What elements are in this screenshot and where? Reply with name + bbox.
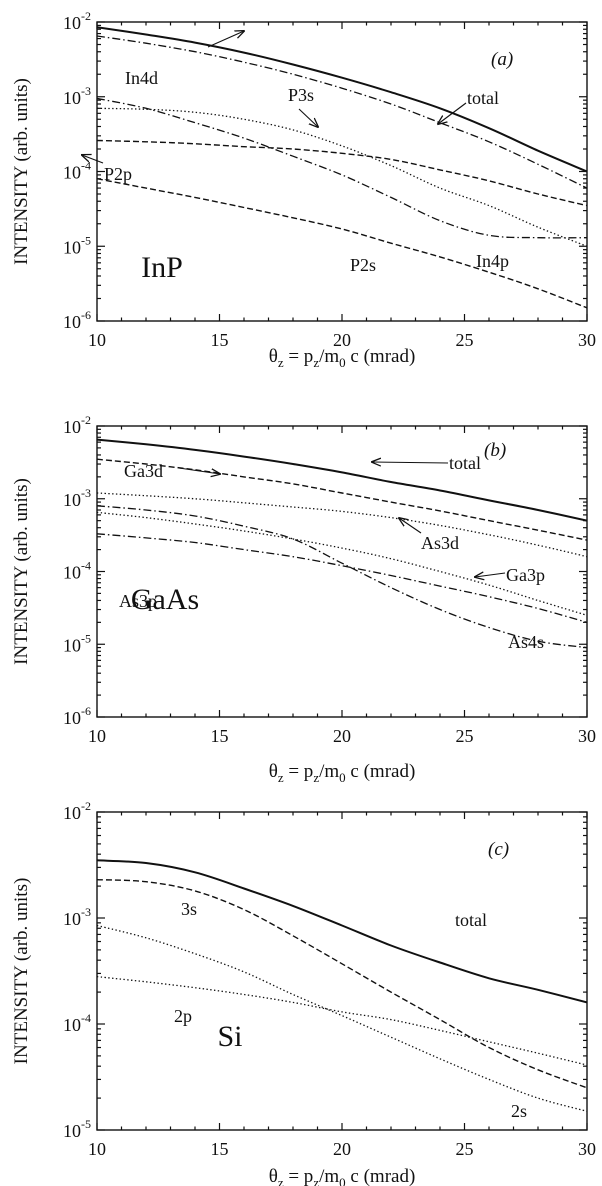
material-label: Si (217, 1020, 242, 1053)
series-line-3s (97, 879, 587, 1089)
chart-panel-3: 10 15 20 25 30 10-5 10-4 10-3 10-2 (c) Si total 3s 2p… (11, 799, 596, 1186)
x-tick-label: 15 (211, 330, 229, 350)
y-axis-label: INTENSITY (arb. units) (11, 78, 32, 265)
series-line-as3p (97, 533, 587, 624)
x-tick-label: 10 (88, 330, 106, 350)
series-group (97, 859, 587, 1112)
y-tick-label: 10-3 (63, 905, 91, 929)
series-label-p3s: P3s (288, 85, 314, 105)
pointer-arrow-as3d (399, 518, 422, 534)
series-line-p3s (97, 107, 587, 247)
series-line-total (97, 438, 587, 522)
series-line-in4d (97, 35, 587, 189)
series-label-as3d: As3d (421, 533, 459, 553)
x-tick-label: 30 (578, 726, 596, 746)
series-label-as3p: As3p (119, 591, 157, 611)
series-line-2s (97, 924, 587, 1112)
series-line-as4s (97, 505, 587, 649)
y-tick-label: 10-4 (63, 559, 91, 583)
x-axis-title: θz = pz/m0 c (mrad) (269, 761, 416, 785)
x-tick-label: 10 (88, 726, 106, 746)
series-line-p2p (97, 139, 587, 207)
series-line-2p (97, 975, 587, 1066)
series-group (97, 26, 587, 309)
material-label: GaAs (131, 583, 199, 616)
x-tick-label: 30 (578, 330, 596, 350)
pointer-arrow-p3s (298, 108, 318, 127)
series-label-in4p: In4p (476, 251, 509, 271)
x-axis-title: θz = pz/m0 c (mrad) (269, 1166, 416, 1186)
y-tick-label: 10-5 (63, 1117, 91, 1141)
pointer-arrow-ga3p (475, 573, 506, 577)
y-tick-label: 10-5 (63, 233, 91, 257)
chart-panel-1: 10 15 20 25 30 10-6 10-5 10-4 10-3 10-2 (a) InP In4d… (11, 9, 596, 370)
series-label-ga3p: Ga3p (506, 565, 545, 585)
x-tick-label: 15 (211, 1139, 229, 1159)
x-tick-label: 30 (578, 1139, 596, 1159)
panel-letter: (b) (484, 440, 506, 461)
pointer-arrow-in4d (207, 31, 244, 48)
series-label-total: total (449, 453, 481, 473)
x-tick-label: 25 (456, 726, 474, 746)
series-label-3s: 3s (181, 899, 197, 919)
material-label: InP (141, 251, 183, 284)
pointer-arrow-ga3d (178, 467, 220, 474)
y-tick-label: 10-4 (63, 1011, 91, 1035)
series-label-2p: 2p (174, 1006, 192, 1026)
series-line-as3d (97, 492, 587, 558)
x-axis-title: θz = pz/m0 c (mrad) (269, 346, 416, 370)
series-label-total: total (467, 88, 499, 108)
pointer-arrow-total (438, 102, 467, 124)
series-line-ga3p (97, 511, 587, 616)
series-label-in4d: In4d (125, 68, 158, 88)
y-tick-label: 10-4 (63, 159, 91, 183)
y-tick-label: 10-5 (63, 631, 91, 655)
panel-letter: (a) (491, 49, 513, 70)
series-label-p2s: P2s (350, 255, 376, 275)
panel-letter: (c) (488, 839, 509, 860)
x-tick-label: 20 (333, 330, 351, 350)
pointer-arrow-p2p (82, 155, 104, 164)
x-tick-label: 25 (456, 1139, 474, 1159)
series-line-p2s (97, 178, 587, 309)
series-line-total (97, 859, 587, 1004)
series-label-p2p: P2p (104, 164, 132, 184)
y-tick-label: 10-3 (63, 486, 91, 510)
series-label-2s: 2s (511, 1101, 527, 1121)
x-tick-label: 25 (456, 330, 474, 350)
y-tick-label: 10-3 (63, 84, 91, 108)
x-tick-label: 10 (88, 1139, 106, 1159)
series-label-total: total (455, 910, 487, 930)
series-line-ga3d (97, 458, 587, 541)
x-tick-label: 20 (333, 726, 351, 746)
y-axis-label: INTENSITY (arb. units) (11, 878, 32, 1065)
pointer-arrow-total (372, 462, 449, 463)
series-line-total (97, 26, 587, 173)
chart-panel-2: 10 15 20 25 30 10-6 10-5 10-4 10-3 10-2 (b) GaAs tot… (11, 413, 596, 785)
series-line-in4p (97, 97, 587, 239)
y-tick-label: 10-2 (63, 413, 91, 437)
series-label-as4s: As4s (508, 632, 544, 652)
plot-frame (96, 811, 588, 1131)
x-tick-label: 15 (211, 726, 229, 746)
y-tick-label: 10-2 (63, 799, 91, 823)
series-label-ga3d: Ga3d (124, 461, 163, 481)
y-tick-label: 10-6 (63, 308, 91, 332)
y-tick-label: 10-6 (63, 704, 91, 728)
x-tick-label: 20 (333, 1139, 351, 1159)
y-axis-label: INTENSITY (arb. units) (11, 478, 32, 665)
y-tick-label: 10-2 (63, 9, 91, 33)
series-group (97, 438, 587, 649)
